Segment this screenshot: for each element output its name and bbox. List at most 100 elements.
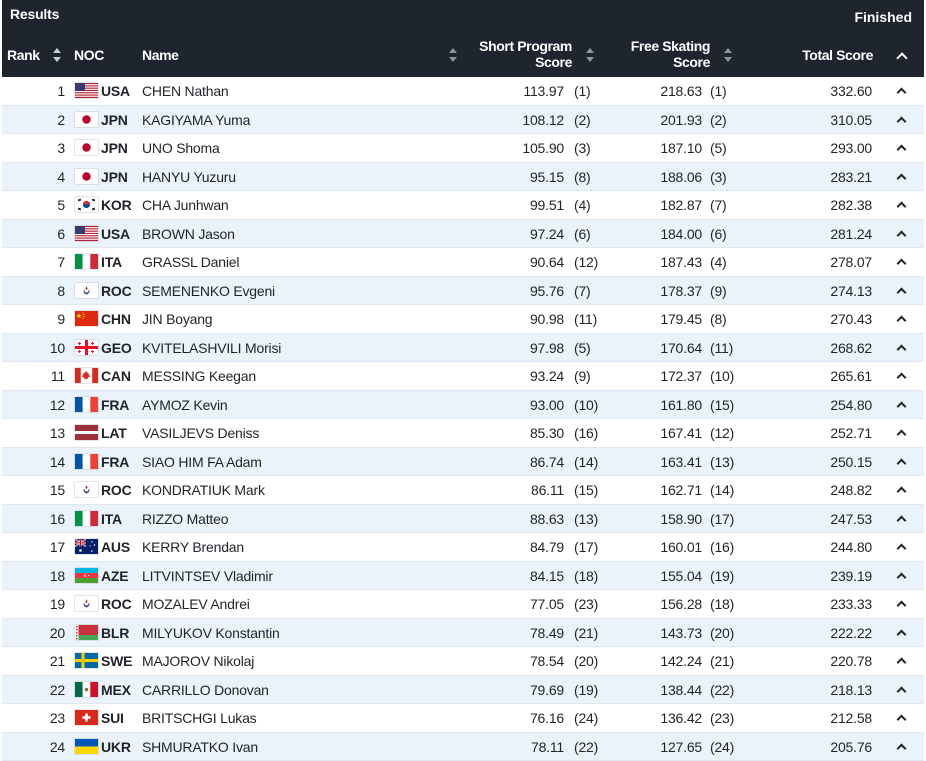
rank-cell: 2 — [35, 112, 65, 128]
sort-short-program-icon[interactable] — [586, 48, 596, 62]
sort-rank-icon[interactable] — [53, 48, 63, 62]
free-skating-score: 170.64 — [660, 340, 702, 356]
table-row[interactable]: 6 USA BROWN Jason 97.24 (6) 184.00 (6) 2… — [2, 220, 924, 249]
expand-row-icon[interactable] — [897, 601, 907, 611]
table-row[interactable]: 5 KOR CHA Junhwan 99.51 (4) 182.87 (7) 2… — [2, 191, 924, 220]
expand-row-icon[interactable] — [897, 515, 907, 525]
column-header-name[interactable]: Name — [142, 47, 179, 63]
jpn-flag-icon — [75, 140, 98, 155]
table-row[interactable]: 12 FRA AYMOZ Kevin 93.00 (10) 161.80 (15… — [2, 391, 924, 420]
expand-row-icon[interactable] — [897, 344, 907, 354]
athlete-name: UNO Shoma — [142, 140, 220, 156]
table-row[interactable]: 4 JPN HANYU Yuzuru 95.15 (8) 188.06 (3) … — [2, 163, 924, 192]
column-header-free-skating[interactable]: Free Skating Score — [631, 38, 710, 70]
table-row[interactable]: 21 SWE MAJOROV Nikolaj 78.54 (20) 142.24… — [2, 647, 924, 676]
expand-row-icon[interactable] — [897, 430, 907, 440]
table-row[interactable]: 1 USA CHEN Nathan 113.97 (1) 218.63 (1) … — [2, 77, 924, 106]
free-skating-rank: (19) — [710, 568, 734, 584]
short-program-score: 85.30 — [530, 425, 564, 441]
noc-cell: SWE — [101, 653, 132, 669]
athlete-name: BRITSCHGI Lukas — [142, 710, 256, 726]
table-row[interactable]: 14 FRA SIAO HIM FA Adam 86.74 (14) 163.4… — [2, 448, 924, 477]
total-score: 248.82 — [830, 482, 872, 498]
total-score: 281.24 — [830, 226, 872, 242]
ita-flag-icon — [75, 254, 98, 269]
table-row[interactable]: 15 ROC KONDRATIUK Mark 86.11 (15) 162.71… — [2, 476, 924, 505]
table-row[interactable]: 19 ROC MOZALEV Andrei 77.05 (23) 156.28 … — [2, 590, 924, 619]
expand-row-icon[interactable] — [897, 544, 907, 554]
free-skating-rank: (14) — [710, 482, 734, 498]
rank-cell: 1 — [35, 83, 65, 99]
table-row[interactable]: 13 LAT VASILJEVS Deniss 85.30 (16) 167.4… — [2, 419, 924, 448]
table-row[interactable]: 24 UKR SHMURATKO Ivan 78.11 (22) 127.65 … — [2, 733, 924, 761]
short-program-score-label: Score — [479, 54, 572, 70]
short-program-rank: (3) — [574, 140, 591, 156]
table-row[interactable]: 7 ITA GRASSL Daniel 90.64 (12) 187.43 (4… — [2, 248, 924, 277]
free-skating-score: 161.80 — [660, 397, 702, 413]
expand-row-icon[interactable] — [897, 458, 907, 468]
expand-row-icon[interactable] — [897, 629, 907, 639]
short-program-score: 84.15 — [530, 568, 564, 584]
collapse-all-icon[interactable] — [896, 52, 907, 63]
short-program-score: 88.63 — [530, 511, 564, 527]
short-program-score: 90.98 — [530, 311, 564, 327]
expand-row-icon[interactable] — [897, 88, 907, 98]
total-score: 252.71 — [830, 425, 872, 441]
table-row[interactable]: 18 AZE LITVINTSEV Vladimir 84.15 (18) 15… — [2, 562, 924, 591]
free-skating-score: 143.73 — [660, 625, 702, 641]
expand-row-icon[interactable] — [897, 316, 907, 326]
table-row[interactable]: 11 CAN MESSING Keegan 93.24 (9) 172.37 (… — [2, 362, 924, 391]
short-program-rank: (19) — [574, 682, 598, 698]
expand-row-icon[interactable] — [897, 743, 907, 753]
column-header-total-score[interactable]: Total Score — [802, 47, 873, 63]
table-row[interactable]: 22 MEX CARRILLO Donovan 79.69 (19) 138.4… — [2, 676, 924, 705]
column-header-rank[interactable]: Rank — [7, 47, 40, 63]
noc-cell: ITA — [101, 511, 122, 527]
short-program-score: 78.49 — [530, 625, 564, 641]
expand-row-icon[interactable] — [897, 572, 907, 582]
rank-cell: 11 — [35, 368, 65, 384]
total-score: 265.61 — [830, 368, 872, 384]
sort-name-icon[interactable] — [449, 48, 459, 62]
noc-cell: FRA — [101, 454, 129, 470]
expand-row-icon[interactable] — [897, 487, 907, 497]
short-program-score: 95.15 — [530, 169, 564, 185]
table-row[interactable]: 20 BLR MILYUKOV Konstantin 78.49 (21) 14… — [2, 619, 924, 648]
results-title: Results — [10, 6, 59, 22]
expand-row-icon[interactable] — [897, 287, 907, 297]
expand-row-icon[interactable] — [897, 373, 907, 383]
expand-row-icon[interactable] — [897, 259, 907, 269]
column-header-short-program[interactable]: Short Program Score — [479, 38, 572, 70]
expand-row-icon[interactable] — [897, 173, 907, 183]
table-row[interactable]: 23 SUI BRITSCHGI Lukas 76.16 (24) 136.42… — [2, 704, 924, 733]
expand-row-icon[interactable] — [897, 116, 907, 126]
free-skating-score: 136.42 — [660, 710, 702, 726]
athlete-name: GRASSL Daniel — [142, 254, 239, 270]
rank-cell: 3 — [35, 140, 65, 156]
sort-free-skating-icon[interactable] — [724, 48, 734, 62]
expand-row-icon[interactable] — [897, 401, 907, 411]
athlete-name: SHMURATKO Ivan — [142, 739, 258, 755]
expand-row-icon[interactable] — [897, 715, 907, 725]
free-skating-rank: (21) — [710, 653, 734, 669]
free-skating-score: 184.00 — [660, 226, 702, 242]
free-skating-score: 160.01 — [660, 539, 702, 555]
table-row[interactable]: 16 ITA RIZZO Matteo 88.63 (13) 158.90 (1… — [2, 505, 924, 534]
expand-row-icon[interactable] — [897, 145, 907, 155]
expand-row-icon[interactable] — [897, 686, 907, 696]
total-score: 239.19 — [830, 568, 872, 584]
free-skating-score: 163.41 — [660, 454, 702, 470]
table-row[interactable]: 8 ROC SEMENENKO Evgeni 95.76 (7) 178.37 … — [2, 277, 924, 306]
table-row[interactable]: 2 JPN KAGIYAMA Yuma 108.12 (2) 201.93 (2… — [2, 106, 924, 135]
table-row[interactable]: 3 JPN UNO Shoma 105.90 (3) 187.10 (5) 29… — [2, 134, 924, 163]
free-skating-score: 162.71 — [660, 482, 702, 498]
table-row[interactable]: 10 GEO KVITELASHVILI Morisi 97.98 (5) 17… — [2, 334, 924, 363]
expand-row-icon[interactable] — [897, 202, 907, 212]
short-program-rank: (2) — [574, 112, 591, 128]
expand-row-icon[interactable] — [897, 658, 907, 668]
table-row[interactable]: 9 CHN JIN Boyang 90.98 (11) 179.45 (8) 2… — [2, 305, 924, 334]
free-skating-rank: (1) — [710, 83, 727, 99]
short-program-score: 86.11 — [531, 482, 564, 498]
table-row[interactable]: 17 AUS KERRY Brendan 84.79 (17) 160.01 (… — [2, 533, 924, 562]
expand-row-icon[interactable] — [897, 230, 907, 240]
